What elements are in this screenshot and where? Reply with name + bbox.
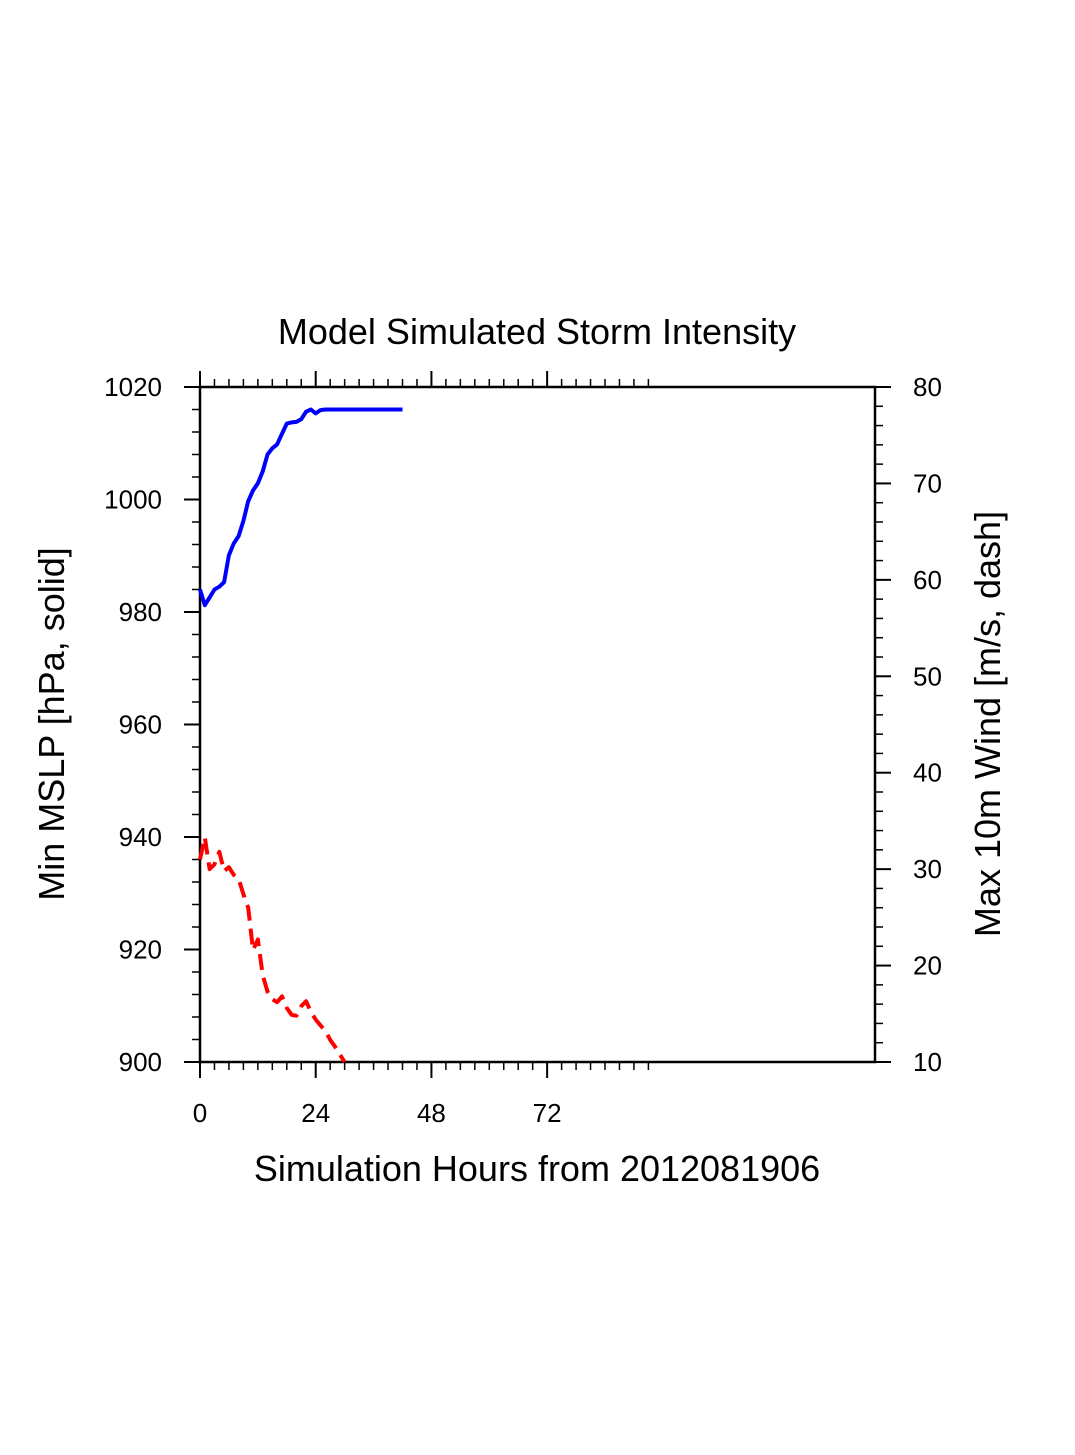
max-wind-series-line	[198, 835, 347, 1064]
y-right-tick-label: 80	[913, 372, 942, 402]
x-tick-label: 72	[533, 1098, 562, 1128]
y-right-tick-label: 40	[913, 758, 942, 788]
y-left-tick-label: 940	[119, 822, 162, 852]
y-right-tick-label: 70	[913, 468, 942, 498]
plot-frame	[198, 385, 877, 1064]
chart-title: Model Simulated Storm Intensity	[278, 311, 796, 352]
y-right-tick-label: 10	[913, 1047, 942, 1077]
y-left-tick-label: 1020	[104, 372, 162, 402]
data-series	[198, 407, 403, 1064]
x-axis-title: Simulation Hours from 2012081906	[254, 1148, 820, 1189]
x-tick-label: 48	[417, 1098, 446, 1128]
x-tick-label: 0	[193, 1098, 207, 1128]
y-left-axis-title: Min MSLP [hPa, solid]	[31, 547, 72, 901]
tick-labels: 0 24 48 72900920940960980100010201020304050…	[104, 372, 942, 1128]
y-right-tick-label: 20	[913, 951, 942, 981]
y-left-tick-label: 1000	[104, 485, 162, 515]
y-left-tick-label: 900	[119, 1047, 162, 1077]
y-left-tick-label: 920	[119, 935, 162, 965]
y-right-tick-label: 60	[913, 565, 942, 595]
axis-ticks	[184, 371, 891, 1078]
y-right-tick-label: 50	[913, 661, 942, 691]
y-left-tick-label: 960	[119, 710, 162, 740]
x-tick-label: 24	[301, 1098, 330, 1128]
y-right-axis-title: Max 10m Wind [m/s, dash]	[967, 511, 1008, 937]
min-mslp-series-line	[198, 407, 403, 608]
y-left-tick-label: 980	[119, 597, 162, 627]
y-right-tick-label: 30	[913, 854, 942, 884]
